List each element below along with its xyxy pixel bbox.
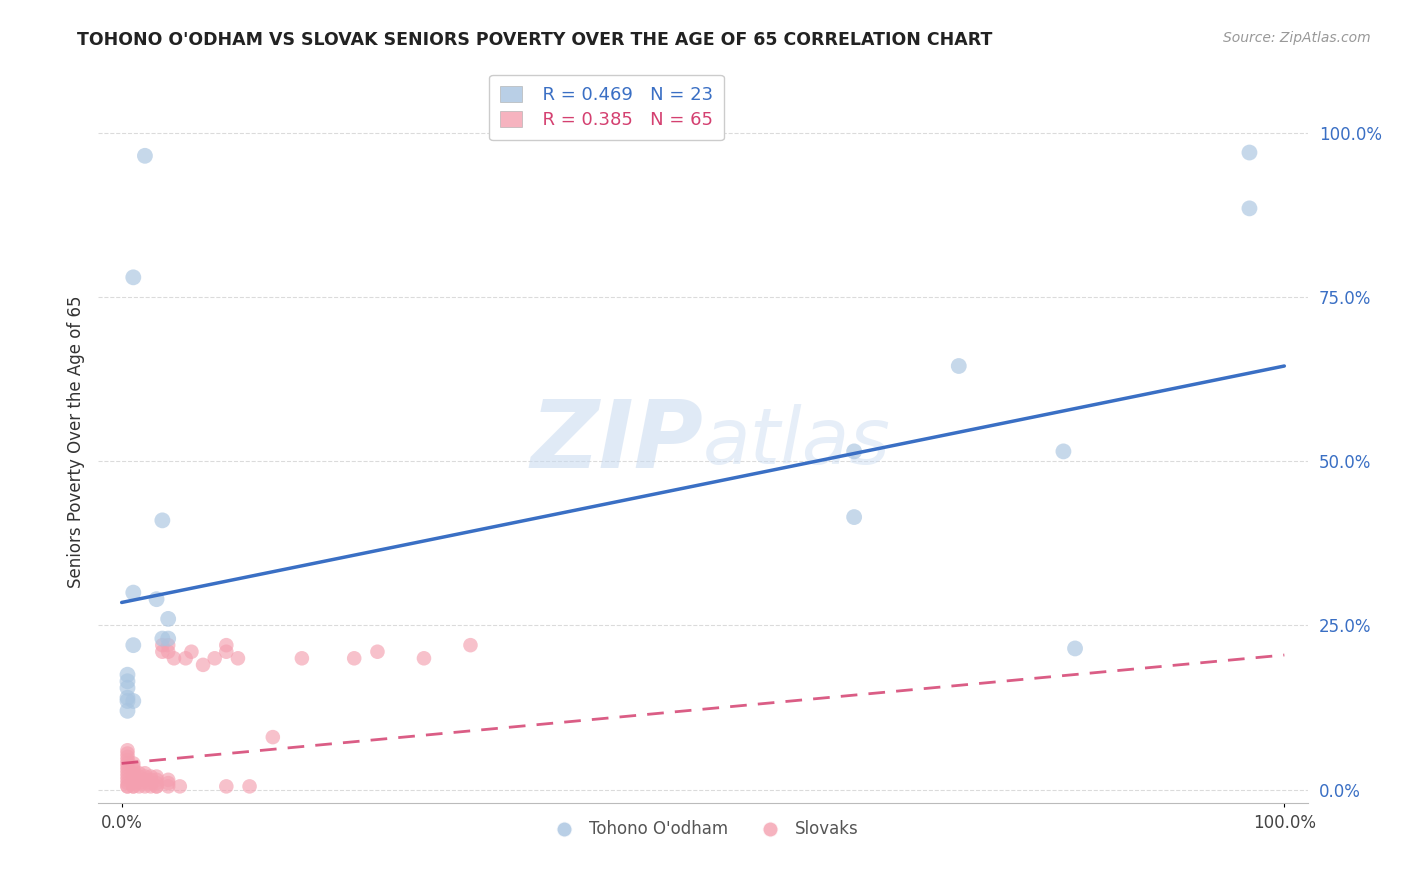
Point: [1239, 145, 1261, 160]
Point: [122, 766, 145, 780]
Point: [366, 645, 388, 659]
Point: [343, 651, 366, 665]
Point: [117, 770, 139, 784]
Point: [157, 638, 180, 652]
Point: [215, 645, 238, 659]
Point: [117, 756, 139, 771]
Point: [117, 743, 139, 757]
Point: [204, 651, 226, 665]
Text: ZIP: ZIP: [530, 395, 703, 488]
Point: [460, 638, 482, 652]
Point: [134, 780, 156, 794]
Point: [122, 780, 145, 794]
Point: [117, 704, 139, 718]
Point: [128, 770, 150, 784]
Point: [134, 770, 156, 784]
Point: [169, 780, 191, 794]
Point: [139, 776, 162, 790]
Point: [117, 763, 139, 777]
Point: [122, 760, 145, 774]
Point: [122, 776, 145, 790]
Point: [844, 510, 866, 524]
Point: [117, 766, 139, 780]
Point: [145, 780, 167, 794]
Point: [215, 638, 238, 652]
Point: [117, 690, 139, 705]
Point: [117, 681, 139, 695]
Point: [122, 763, 145, 777]
Point: [134, 149, 156, 163]
Point: [157, 632, 180, 646]
Point: [145, 772, 167, 787]
Point: [122, 772, 145, 787]
Point: [948, 359, 970, 373]
Point: [139, 780, 162, 794]
Point: [134, 766, 156, 780]
Point: [139, 770, 162, 784]
Point: [1052, 444, 1074, 458]
Point: [139, 772, 162, 787]
Point: [122, 756, 145, 771]
Text: atlas: atlas: [703, 403, 891, 480]
Point: [117, 753, 139, 767]
Point: [117, 694, 139, 708]
Point: [117, 747, 139, 761]
Point: [1239, 202, 1261, 216]
Text: Source: ZipAtlas.com: Source: ZipAtlas.com: [1223, 31, 1371, 45]
Point: [145, 770, 167, 784]
Point: [157, 776, 180, 790]
Point: [145, 776, 167, 790]
Point: [117, 780, 139, 794]
Point: [150, 632, 173, 646]
Point: [117, 776, 139, 790]
Point: [174, 651, 197, 665]
Point: [150, 513, 173, 527]
Point: [134, 776, 156, 790]
Point: [145, 780, 167, 794]
Point: [128, 780, 150, 794]
Text: TOHONO O'ODHAM VS SLOVAK SENIORS POVERTY OVER THE AGE OF 65 CORRELATION CHART: TOHONO O'ODHAM VS SLOVAK SENIORS POVERTY…: [77, 31, 993, 49]
Point: [157, 780, 180, 794]
Point: [291, 651, 314, 665]
Point: [122, 780, 145, 794]
Point: [117, 674, 139, 689]
Point: [157, 612, 180, 626]
Point: [128, 776, 150, 790]
Point: [150, 638, 173, 652]
Point: [157, 645, 180, 659]
Point: [215, 780, 238, 794]
Point: [128, 766, 150, 780]
Point: [150, 645, 173, 659]
Point: [122, 770, 145, 784]
Point: [117, 780, 139, 794]
Point: [117, 760, 139, 774]
Point: [122, 638, 145, 652]
Point: [163, 651, 186, 665]
Point: [145, 592, 167, 607]
Point: [128, 772, 150, 787]
Point: [117, 667, 139, 681]
Point: [239, 780, 262, 794]
Point: [262, 730, 284, 744]
Point: [117, 749, 139, 764]
Point: [226, 651, 249, 665]
Point: [413, 651, 436, 665]
Point: [844, 444, 866, 458]
Point: [122, 585, 145, 599]
Point: [1064, 641, 1087, 656]
Point: [191, 657, 214, 672]
Legend: Tohono O'odham, Slovaks: Tohono O'odham, Slovaks: [541, 814, 865, 845]
Point: [117, 772, 139, 787]
Point: [122, 270, 145, 285]
Point: [134, 772, 156, 787]
Y-axis label: Seniors Poverty Over the Age of 65: Seniors Poverty Over the Age of 65: [66, 295, 84, 588]
Point: [180, 645, 202, 659]
Point: [122, 694, 145, 708]
Point: [157, 772, 180, 787]
